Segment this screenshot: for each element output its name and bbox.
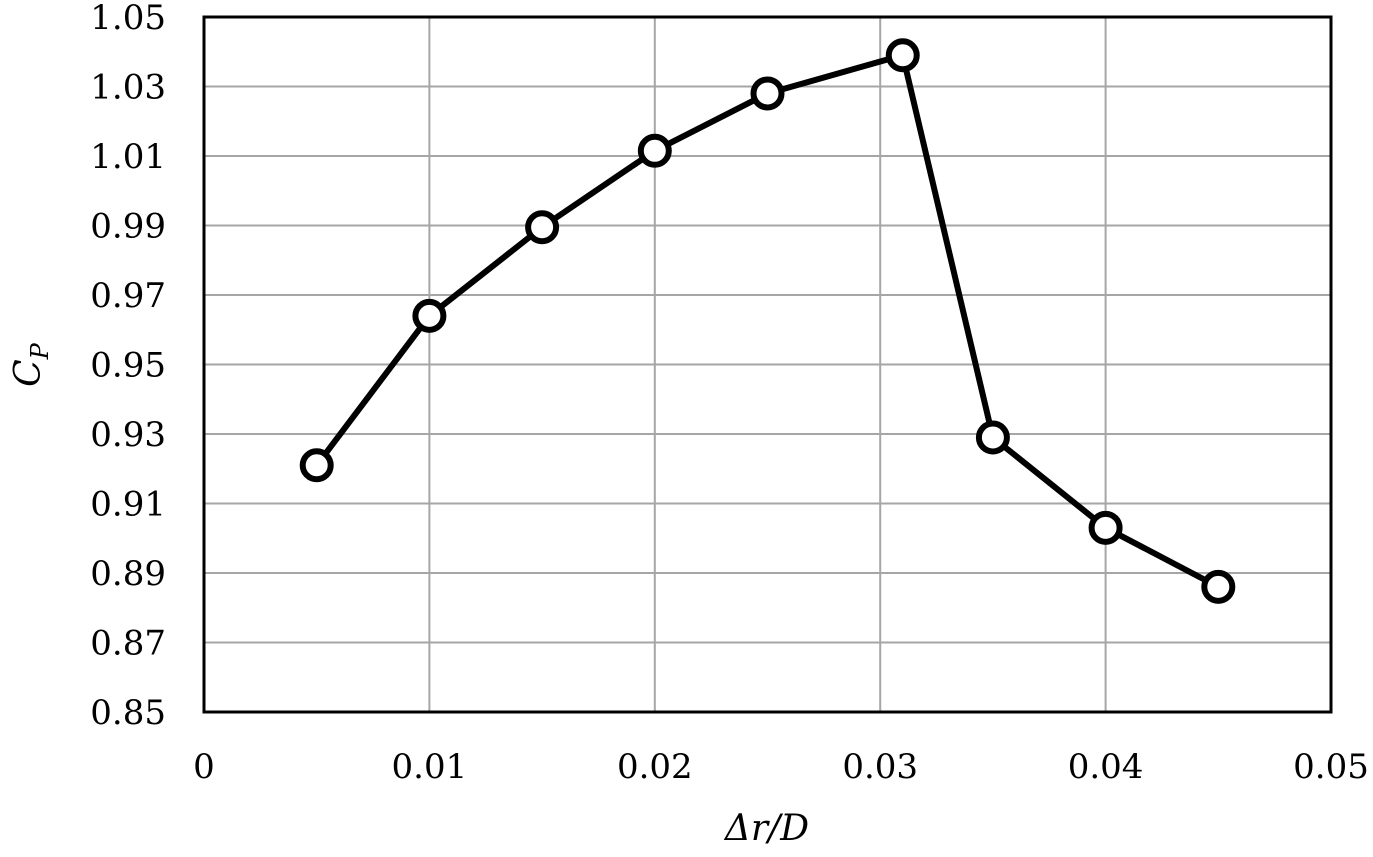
plot-area-frame: [202, 15, 1333, 714]
data-point: [412, 298, 447, 333]
data-point: [975, 420, 1010, 455]
data-point: [299, 448, 334, 483]
data-point: [525, 210, 560, 245]
data-point: [885, 38, 920, 73]
x-tick-label: 0.03: [842, 747, 918, 787]
gridlines: [204, 17, 1331, 712]
y-tick-label: 0.85: [90, 693, 166, 733]
y-tick-label: 0.97: [90, 276, 166, 316]
x-tick-label: 0: [193, 747, 215, 787]
x-axis-title: Δr/D: [723, 808, 809, 849]
y-tick-label: 0.93: [90, 415, 166, 455]
y-axis-title-subscript: P: [26, 342, 54, 360]
y-tick-label: 0.87: [90, 624, 166, 664]
y-tick-label: 0.99: [90, 207, 166, 247]
series-layer: [299, 38, 1236, 604]
x-tick-label: 0.05: [1293, 747, 1369, 787]
y-tick-label: 0.91: [90, 485, 166, 525]
data-point: [1088, 510, 1123, 545]
x-tick-label: 0.04: [1068, 747, 1144, 787]
data-point: [750, 76, 785, 111]
y-tick-label: 1.01: [90, 137, 166, 177]
y-axis-title: CP: [8, 342, 54, 387]
series-line: [314, 52, 1220, 590]
x-tick-label: 0.02: [617, 747, 693, 787]
y-tick-label: 0.89: [90, 554, 166, 594]
y-tick-label: 1.03: [90, 68, 166, 108]
data-point: [637, 133, 672, 168]
y-tick-label: 1.05: [90, 0, 166, 38]
y-tick-label: 0.95: [90, 346, 166, 386]
x-tick-label: 0.01: [392, 747, 468, 787]
tick-labels: 0 0.01 0.02 0.03 0.04 0.05 0.85 0.87 0.89 0.91 0.9…: [90, 0, 1369, 787]
data-point: [1201, 569, 1236, 604]
y-axis-title-main: C: [8, 359, 49, 387]
